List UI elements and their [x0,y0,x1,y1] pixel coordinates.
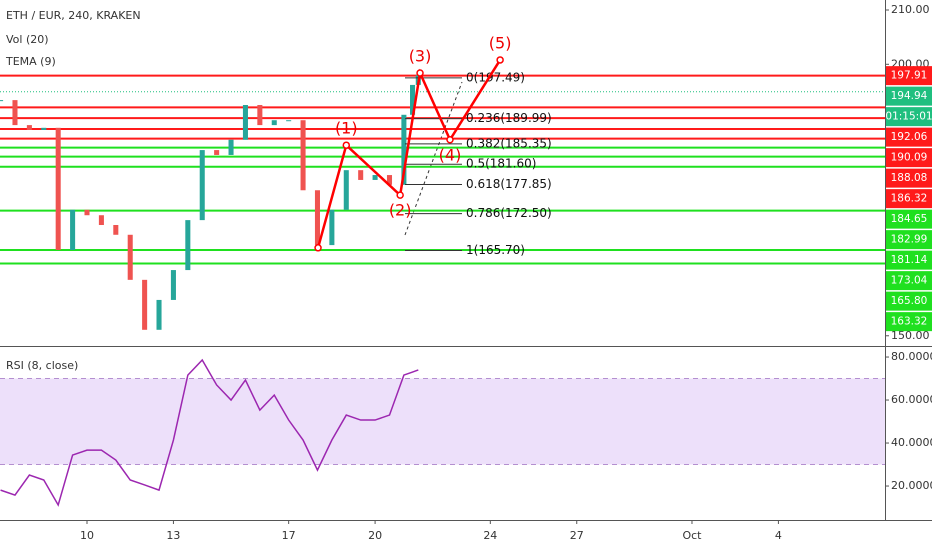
price-tag [886,291,932,311]
x-tick-label: 4 [775,529,782,542]
x-tick-label: 27 [570,529,584,542]
wave-label: (5) [489,33,512,52]
candle [242,105,248,140]
price-tag-label: 192.06 [891,131,928,143]
candle [214,150,220,155]
candle [228,139,234,155]
rsi-line [0,358,419,507]
candle [113,225,119,235]
wave-label: (3) [409,46,432,65]
wave-point [342,141,351,149]
candle [26,125,32,130]
wave-point [314,244,322,252]
candle [343,170,349,210]
candle [12,100,18,126]
candle [98,215,104,226]
price-tag-label: 181.14 [891,254,928,266]
price-tag [886,168,932,188]
candle [55,127,61,250]
fib-label: 0.236(189.99) [466,111,552,125]
price-tag [886,86,932,106]
price-tag [886,250,932,270]
fib-label: 0.618(177.85) [466,177,552,191]
y-tick-label: 60.0000 [891,393,932,406]
price-tag-label: 184.65 [891,213,928,225]
rsi-title: RSI (8, close) [6,359,78,372]
price-tag-label: 01:15:01 [885,111,932,123]
x-tick-label: 20 [368,529,382,542]
candle [300,120,306,191]
wave-label: (1) [335,119,358,138]
price-tag-label: 190.09 [891,152,928,164]
candle [41,127,47,130]
price-tag-label: 182.99 [891,234,928,246]
y-tick-label: 210.00 [891,3,930,16]
price-tag [886,127,932,147]
price-tag-label: 194.94 [891,90,928,102]
price-tag [886,189,932,209]
fib-label: 0.5(181.60) [466,157,536,171]
candle [329,209,335,246]
candle [185,220,191,271]
y-tick-label: 80.0000 [891,350,932,363]
price-tag [886,209,932,229]
wave-point [416,69,424,77]
y-tick-label: 150.00 [891,329,930,342]
price-tag-label: 173.04 [891,275,928,287]
candle [314,190,320,246]
wave-point [396,191,404,199]
candle [199,150,205,221]
price-tag-label: 188.08 [891,172,928,184]
x-tick-label: 10 [80,529,94,542]
fib-label: 1(165.70) [466,243,525,257]
price-tag-label: 197.91 [891,70,928,82]
candle [170,270,176,300]
candle [401,114,407,185]
candle [271,120,277,126]
candle [0,100,4,102]
fib-label: 0(197.49) [466,70,525,84]
price-tag-label: 186.32 [891,193,928,205]
candle [410,84,416,115]
candle [70,209,76,250]
price-tag-label: 165.80 [891,295,928,307]
candle [142,279,148,330]
rsi-band [0,378,885,465]
indicator-label: Vol (20) [6,33,49,46]
wave-point [496,56,504,64]
price-tag [886,230,932,250]
price-tag [886,148,932,168]
fib-label: 0.786(172.50) [466,206,552,220]
candle [156,299,162,330]
x-tick-label: 17 [282,529,296,542]
candle [127,234,133,280]
wave-label: (4) [439,145,462,164]
fib-label: 0.382(185.35) [466,136,552,150]
y-tick-label: 20.0000 [891,479,932,492]
candle [257,105,263,126]
x-tick-label: 13 [166,529,180,542]
x-tick-label: 24 [483,529,497,542]
price-tag [886,107,932,127]
price-tag [886,66,932,86]
candle [286,120,292,122]
candle [372,175,378,180]
price-tag [886,312,932,332]
wave-path [316,59,502,249]
x-tick-label: Oct [682,529,702,542]
wave-point [446,136,454,144]
price-tag-label: 163.32 [891,316,928,328]
price-tag [886,271,932,291]
candle [386,175,393,185]
y-tick-label: 40.0000 [891,436,932,449]
wave-label: (2) [389,201,412,220]
indicator-label: TEMA (9) [5,55,56,68]
candle [84,209,90,216]
symbol-title: ETH / EUR, 240, KRAKEN [6,9,141,22]
candle [358,170,364,180]
